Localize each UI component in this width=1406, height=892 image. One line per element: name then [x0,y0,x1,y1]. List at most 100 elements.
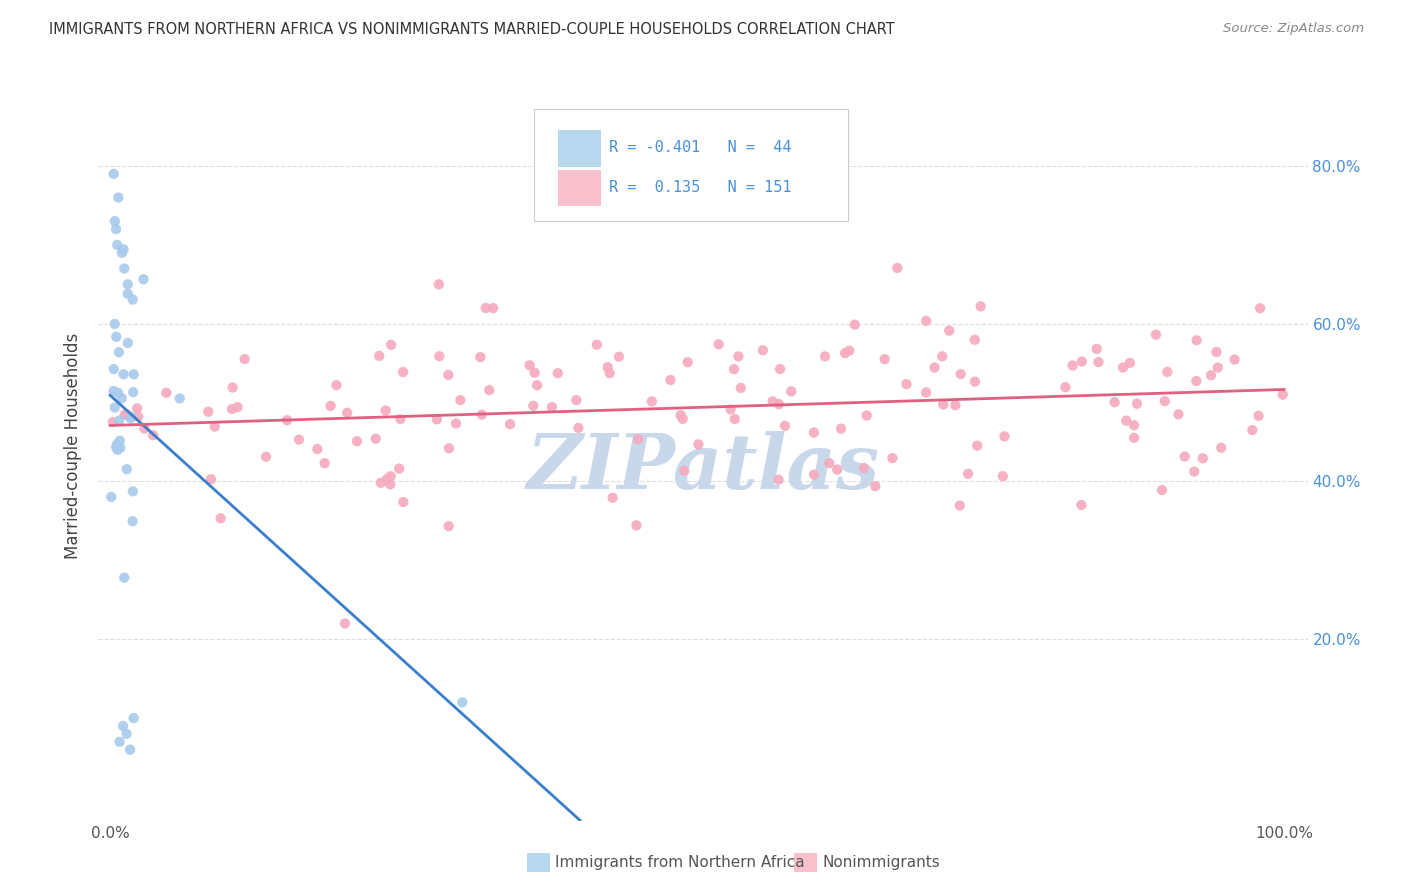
Point [676,355,699,369]
Point [105,238,128,252]
Text: ZIPatlas: ZIPatlas [526,432,880,506]
Point [1115,414,1137,428]
Point [1249,301,1271,316]
Point [204,419,226,434]
Point [752,343,775,358]
Point [1153,394,1175,409]
Point [886,260,908,275]
Point [499,417,522,432]
Point [169,392,191,406]
Text: Nonimmigrants: Nonimmigrants [823,855,941,870]
Point [127,401,149,416]
Point [931,349,953,363]
Point [1185,333,1208,347]
Point [388,461,411,475]
Point [945,398,967,412]
Point [991,469,1014,483]
Point [1104,395,1126,409]
Point [1112,360,1135,375]
Point [427,277,450,292]
FancyBboxPatch shape [534,109,848,221]
Point [724,412,747,426]
Point [814,350,837,364]
Point [949,367,972,381]
Point [924,360,946,375]
Point [1192,451,1215,466]
Point [127,409,149,424]
Point [522,399,544,413]
Point [963,333,986,347]
Point [585,337,607,351]
Point [727,350,749,364]
Point [209,511,232,525]
Point [915,314,938,328]
Point [380,469,402,483]
Point [768,473,790,487]
Point [547,366,569,380]
Point [993,429,1015,443]
Point [380,477,402,491]
Point [607,350,630,364]
Point [626,518,648,533]
FancyBboxPatch shape [558,130,602,167]
Point [105,437,128,451]
Point [112,571,135,585]
Point [103,167,125,181]
Point [596,360,619,375]
Point [104,214,127,228]
Point [1241,423,1264,437]
Point [368,349,391,363]
Point [110,441,132,455]
Point [1167,407,1189,421]
Point [1070,498,1092,512]
Point [108,735,131,749]
Text: R = -0.401   N =  44: R = -0.401 N = 44 [609,140,792,155]
Point [108,345,131,359]
Point [475,301,498,315]
Point [957,467,980,481]
Point [121,293,143,307]
Point [121,484,143,499]
Point [122,368,145,382]
Point [818,456,841,470]
Point [374,403,396,417]
Point [427,349,450,363]
Point [896,377,918,392]
Point [672,412,695,426]
Point [105,222,128,236]
Point [112,243,135,257]
Point [641,394,664,409]
Point [105,330,128,344]
Point [659,373,682,387]
Point [1174,450,1197,464]
Point [451,695,474,709]
Point [336,406,359,420]
Point [1126,397,1149,411]
Point [1087,355,1109,369]
Point [673,464,696,478]
Point [392,365,415,379]
Point [567,421,589,435]
Point [142,428,165,442]
Point [1205,345,1227,359]
Point [768,397,790,411]
Point [773,418,796,433]
Point [803,425,825,440]
Point [1271,387,1294,401]
Point [155,385,177,400]
Point [107,386,129,401]
Point [1119,356,1142,370]
Point [873,352,896,367]
Point [115,727,138,741]
Point [882,451,904,466]
Point [723,362,745,376]
Point [969,299,991,313]
Point [200,472,222,486]
Y-axis label: Married-couple Households: Married-couple Households [65,333,83,559]
Point [437,442,460,456]
Point [101,415,124,429]
Text: R =  0.135   N = 151: R = 0.135 N = 151 [609,180,792,195]
Point [115,408,138,422]
Point [519,358,541,372]
Point [104,401,127,415]
